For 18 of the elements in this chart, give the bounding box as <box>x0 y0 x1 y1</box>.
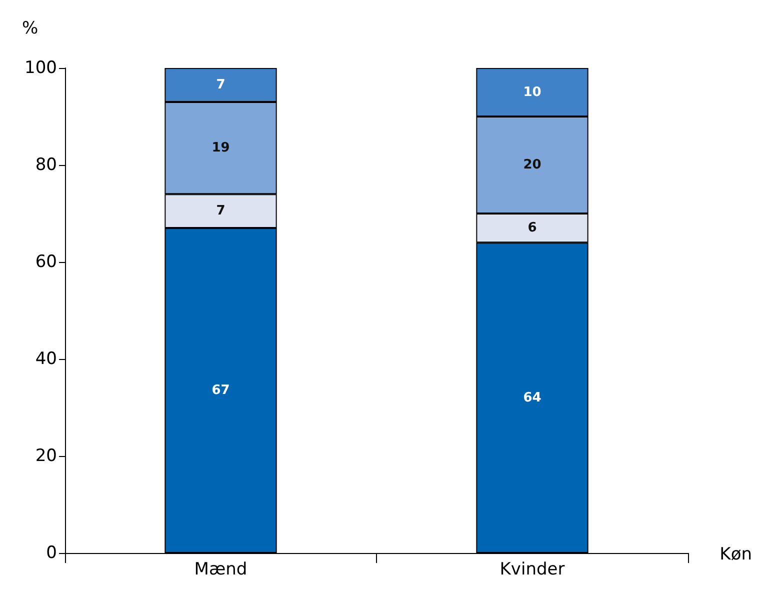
data-label: 7 <box>216 77 226 92</box>
y-axis-title: % <box>22 18 38 38</box>
data-label: 20 <box>523 158 542 172</box>
y-tick-label: 100 <box>24 58 57 78</box>
y-tick-label: 40 <box>35 349 57 369</box>
data-label: 7 <box>216 204 226 219</box>
y-tick-label: 80 <box>35 155 57 175</box>
x-axis-title: Køn <box>720 544 752 564</box>
x-tick-label: Mænd <box>194 560 248 580</box>
data-label: 19 <box>212 140 230 156</box>
x-tick-label: Kvinder <box>500 560 565 580</box>
data-label: 10 <box>523 84 542 100</box>
data-label: 64 <box>523 390 542 406</box>
data-label: 6 <box>528 220 537 236</box>
y-tick-label: 20 <box>35 446 57 466</box>
y-tick-label: 0 <box>46 543 57 563</box>
y-tick-label: 60 <box>35 252 57 272</box>
data-label: 67 <box>212 383 230 398</box>
